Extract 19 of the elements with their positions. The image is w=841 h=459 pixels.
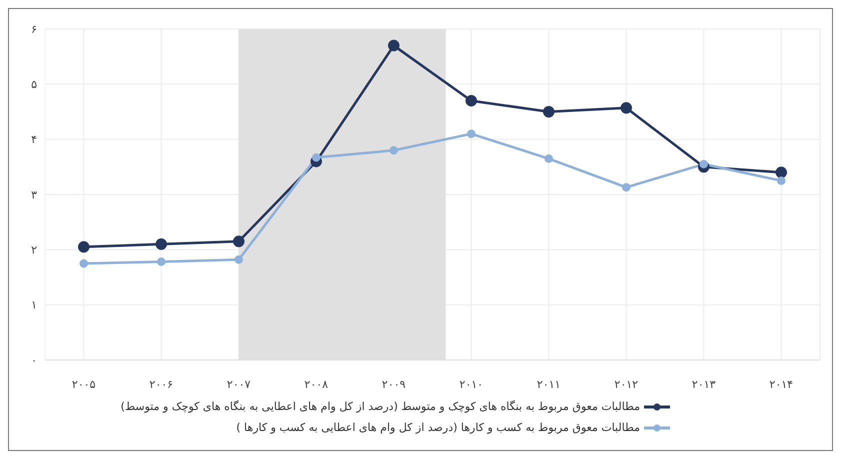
x-tick-label: ۲۰۰۶ — [149, 378, 174, 391]
x-tick-label: ۲۰۱۳ — [692, 378, 716, 391]
x-tick-label: ۲۰۰۸ — [304, 378, 328, 391]
y-tick-label: ۰ — [31, 354, 37, 367]
y-tick-label: ۴ — [31, 133, 38, 146]
x-tick-label: ۲۰۰۹ — [382, 378, 406, 391]
y-tick-label: ۳ — [31, 188, 38, 202]
x-tick-label: ۲۰۰۷ — [226, 378, 251, 391]
x-tick-label: ۲۰۱۱ — [536, 378, 561, 391]
y-tick-label: ۲ — [31, 244, 38, 257]
x-tick-label: ۲۰۱۴ — [769, 378, 794, 391]
y-tick-label: ۱ — [31, 298, 37, 312]
x-tick-label: ۲۰۱۲ — [614, 378, 638, 391]
y-tick-label: ۵ — [31, 78, 38, 92]
legend-label: مطالبات معوق مربوط به بنگاه های کوچک و متوسط (درصد از کل وام های اعطایی به بنگاه های کوچک و متوسط) — [120, 400, 640, 413]
x-tick-label: ۲۰۱۰ — [459, 378, 484, 391]
y-tick-label: ۶ — [31, 22, 37, 36]
x-tick-label: ۲۰۰۵ — [72, 378, 96, 391]
legend-label: مطالبات معوق مربوط به کسب و کارها (درصد از کل وام های اعطایی به کسب و کارها ) — [236, 421, 640, 434]
